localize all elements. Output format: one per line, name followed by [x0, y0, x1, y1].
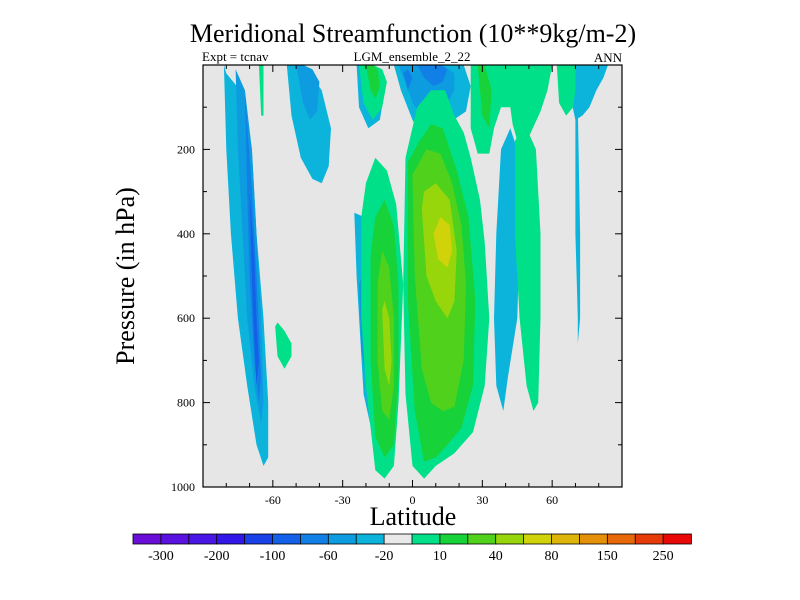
- contour-fills: [223, 65, 608, 479]
- contour-sh-green-blob: [275, 322, 292, 369]
- colorbar-swatch: [551, 533, 581, 545]
- colorbar-swatch: [244, 533, 274, 545]
- colorbar-swatch: [355, 533, 385, 545]
- ensemble-label: LGM_ensemble_2_22: [354, 49, 471, 64]
- season-label: ANN: [594, 50, 623, 65]
- contour-south-trop-green-inner: [382, 301, 392, 386]
- x-tick-label: -30: [335, 493, 351, 507]
- chart-title: Meridional Streamfunction (10**9kg/m-2): [190, 19, 636, 48]
- colorbar-swatch: [411, 533, 441, 545]
- contour-nh-thin-strip: [573, 65, 581, 344]
- colorbar-label: -100: [260, 549, 286, 564]
- colorbar-label: -20: [375, 549, 394, 564]
- contour-upper-green-nh: [470, 65, 553, 154]
- colorbar-swatch: [188, 533, 218, 545]
- x-tick-label: 0: [410, 493, 416, 507]
- colorbar-swatch: [160, 533, 190, 545]
- x-tick-label: -60: [265, 493, 281, 507]
- contour-upper-trop-north-dot: [403, 69, 413, 91]
- contour-sh-cell-inner: [249, 191, 259, 386]
- contour-upper-green-left: [258, 65, 264, 116]
- colorbar-label: -200: [204, 549, 230, 564]
- plot-frame: [202, 64, 623, 488]
- y-tick-label: 1000: [171, 480, 195, 494]
- colorbar-swatch: [216, 533, 246, 545]
- colorbar-swatch: [579, 533, 609, 545]
- contour-nh-green-right: [556, 65, 576, 116]
- colorbar-swatch: [383, 533, 413, 545]
- colorbar-swatch: [132, 533, 162, 545]
- contour-nh-upper-right: [568, 65, 608, 120]
- contour-broad-north-peak: [433, 216, 453, 268]
- contour-nh-green-column: [514, 128, 541, 412]
- x-axis-label: Latitude: [370, 502, 457, 531]
- contour-upper-green-nh-core: [477, 65, 492, 129]
- colorbar-label: 80: [545, 549, 559, 564]
- y-axis-label: Pressure (in hPa): [111, 187, 140, 365]
- colorbar-labels: -300 -200 -100 -60 -20 10 40 80 150 250: [148, 549, 674, 564]
- colorbar-swatch: [495, 533, 525, 545]
- colorbar: [132, 533, 692, 545]
- colorbar-swatch: [467, 533, 497, 545]
- colorbar-swatch: [606, 533, 636, 545]
- colorbar-label: 10: [433, 549, 447, 564]
- colorbar-label: -60: [319, 549, 338, 564]
- y-tick-label: 400: [177, 227, 195, 241]
- colorbar-label: 250: [653, 549, 674, 564]
- contour-upper-green-trop-core: [365, 65, 380, 99]
- y-axis-ticks: 200 400 600 800 1000: [171, 106, 622, 494]
- x-tick-label: 60: [546, 493, 558, 507]
- colorbar-label: 150: [597, 549, 618, 564]
- experiment-label: Expt = tcnav: [202, 49, 269, 64]
- plot-area: -60 -30 0 30 60 200 400 600 800 1000: [171, 64, 623, 507]
- colorbar-swatch: [439, 533, 469, 545]
- colorbar-swatch: [662, 533, 692, 545]
- contour-nh-mid-band: [494, 128, 520, 412]
- colorbar-swatch: [299, 533, 330, 545]
- colorbar-swatch: [634, 533, 664, 545]
- y-tick-label: 200: [177, 142, 195, 156]
- colorbar-swatch: [327, 533, 357, 545]
- colorbar-label: -300: [148, 549, 174, 564]
- y-tick-label: 800: [177, 396, 195, 410]
- contour-upper-left-arch-core: [296, 65, 320, 120]
- x-tick-label: 30: [476, 493, 488, 507]
- colorbar-label: 40: [489, 549, 503, 564]
- contour-upper-trop-north-inner: [417, 65, 448, 87]
- y-tick-label: 600: [177, 311, 195, 325]
- colorbar-swatch: [523, 533, 553, 545]
- x-axis-ticks: -60 -30 0 30 60: [225, 65, 600, 507]
- contour-upper-left-arch: [286, 65, 331, 184]
- colorbar-swatch: [272, 533, 302, 545]
